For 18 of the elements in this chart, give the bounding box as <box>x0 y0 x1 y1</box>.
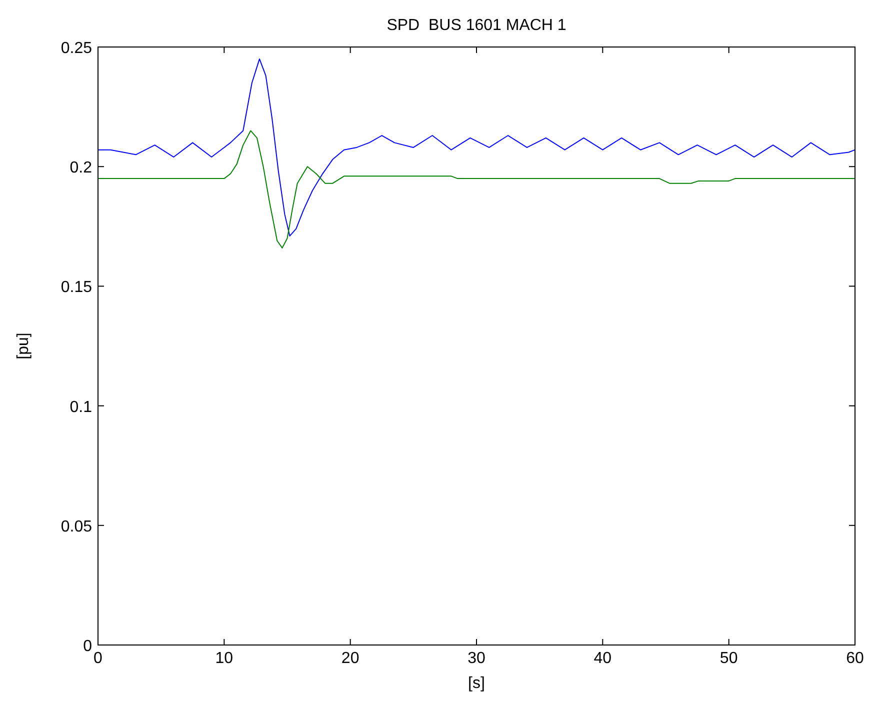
x-tick-label: 40 <box>594 650 612 667</box>
chart-title: SPD BUS 1601 MACH 1 <box>386 17 566 34</box>
y-tick-label: 0.25 <box>60 40 92 57</box>
y-tick-label: 0.2 <box>70 160 92 177</box>
line-series <box>98 58 855 236</box>
y-tick-label: 0.15 <box>60 279 92 296</box>
y-tick-label: 0 <box>83 638 92 655</box>
x-tick-label: 50 <box>720 650 738 667</box>
y-axis-title: [pu] <box>15 332 32 360</box>
x-tick-label: 0 <box>94 650 103 667</box>
y-tick-label: 0.1 <box>70 398 92 416</box>
x-tick-label: 30 <box>468 650 486 667</box>
x-tick-label: 60 <box>846 650 864 667</box>
line-series <box>98 130 855 248</box>
x-axis-title: [s] <box>468 675 485 692</box>
x-tick-label: 20 <box>341 650 360 667</box>
x-tick-label: 10 <box>215 650 234 667</box>
y-tick-label: 0.05 <box>60 518 92 536</box>
